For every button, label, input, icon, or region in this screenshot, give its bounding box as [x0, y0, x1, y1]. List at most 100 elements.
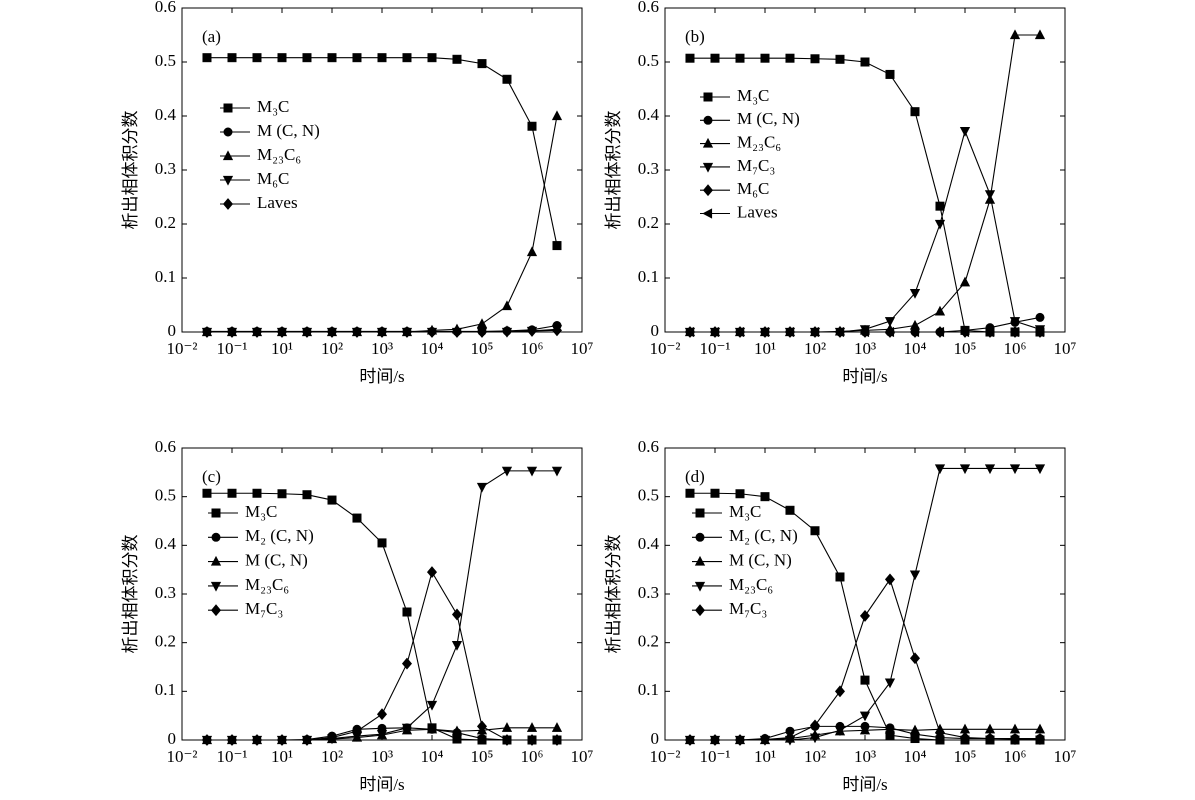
marker	[526, 324, 538, 337]
y-tick-label: 0.5	[155, 486, 176, 505]
marker	[884, 573, 895, 586]
marker	[859, 711, 871, 722]
marker	[685, 488, 695, 498]
marker	[276, 734, 288, 746]
x-tick-label: 10⁻¹	[699, 339, 730, 358]
marker	[860, 57, 870, 67]
marker	[452, 54, 462, 64]
y-tick-label: 0.1	[155, 267, 176, 286]
marker	[352, 53, 362, 63]
marker	[1034, 464, 1046, 475]
marker	[709, 326, 720, 338]
marker	[551, 466, 563, 477]
y-tick-label: 0.1	[638, 267, 659, 286]
marker	[226, 734, 238, 746]
x-tick-label: 10⁷	[571, 339, 594, 358]
marker	[809, 719, 821, 732]
y-tick-label: 0.2	[638, 213, 659, 232]
marker	[352, 513, 362, 523]
legend-label: M₃C	[257, 97, 289, 116]
marker	[210, 581, 222, 592]
marker	[223, 127, 233, 137]
x-tick-label: 10⁻¹	[216, 339, 247, 358]
marker	[702, 162, 714, 173]
x-tick-label: 10³	[854, 747, 876, 766]
marker	[251, 326, 263, 338]
x-axis-label: 时间/s	[359, 775, 404, 794]
marker	[934, 305, 946, 316]
x-tick-label: 10⁴	[904, 339, 927, 358]
y-tick-label: 0.6	[155, 0, 176, 16]
marker	[1009, 29, 1021, 40]
marker	[884, 678, 896, 689]
y-tick-label: 0.5	[155, 51, 176, 70]
x-tick-label: 10¹	[271, 747, 293, 766]
marker	[427, 53, 437, 63]
y-tick-label: 0.3	[638, 583, 659, 602]
marker	[1034, 326, 1045, 338]
legend-label: M₂₃C₆	[257, 145, 301, 164]
marker	[935, 201, 945, 211]
marker	[526, 734, 538, 746]
marker	[695, 532, 705, 542]
marker	[909, 326, 920, 338]
x-tick-label: 10³	[371, 339, 393, 358]
x-tick-label: 10⁻²	[166, 747, 197, 766]
marker	[276, 326, 288, 338]
x-tick-label: 10¹	[754, 339, 776, 358]
marker	[785, 53, 795, 63]
marker	[1009, 464, 1021, 475]
x-tick-label: 10²	[321, 747, 343, 766]
marker	[685, 53, 695, 63]
panel: 0 0.1 0.2 0.3 0.4 0.5 0.6 10⁻² 10⁻¹ 10¹ 10² 10³ 10⁴ 1…	[604, 0, 1077, 386]
y-tick-label: 0.5	[638, 51, 659, 70]
marker	[884, 723, 896, 734]
y-tick-label: 0.6	[638, 437, 659, 456]
x-tick-label: 10⁷	[1054, 747, 1077, 766]
marker	[377, 53, 387, 63]
marker	[327, 53, 337, 63]
legend-label: M₂ (C, N)	[245, 526, 314, 545]
marker	[909, 570, 921, 581]
marker	[959, 127, 971, 137]
y-tick-label: 0.4	[638, 534, 660, 553]
marker	[735, 489, 745, 499]
marker	[451, 608, 462, 621]
legend-label: M₇C₃	[245, 599, 283, 618]
marker	[684, 326, 695, 338]
marker	[222, 175, 234, 186]
marker	[501, 300, 513, 311]
legend-label: M (C, N)	[245, 551, 308, 570]
legend-label: M₂₃C₆	[729, 575, 773, 594]
y-tick-label: 0.3	[155, 159, 176, 178]
x-tick-label: 10²	[321, 339, 343, 358]
marker	[210, 555, 222, 566]
y-tick-label: 0	[168, 321, 177, 340]
x-tick-label: 10⁶	[521, 747, 544, 766]
marker	[226, 326, 238, 338]
marker	[934, 726, 945, 739]
marker	[501, 325, 512, 338]
marker	[451, 326, 462, 338]
marker	[222, 198, 234, 210]
marker	[809, 733, 821, 744]
marker	[884, 317, 896, 327]
marker	[702, 208, 713, 219]
y-tick-label: 0.4	[155, 534, 177, 553]
marker	[227, 53, 237, 63]
marker	[351, 326, 362, 338]
marker	[451, 725, 463, 736]
x-tick-label: 10⁷	[571, 747, 594, 766]
marker	[376, 730, 388, 740]
marker	[252, 488, 262, 498]
legend-label: Laves	[737, 202, 778, 221]
legend-label: M (C, N)	[737, 109, 800, 128]
marker	[401, 657, 412, 670]
marker	[211, 508, 221, 518]
marker	[984, 326, 995, 338]
marker	[959, 464, 971, 475]
marker	[401, 723, 413, 734]
x-tick-label: 10⁴	[904, 747, 927, 766]
y-tick-label: 0.4	[638, 105, 660, 124]
marker	[376, 708, 388, 721]
